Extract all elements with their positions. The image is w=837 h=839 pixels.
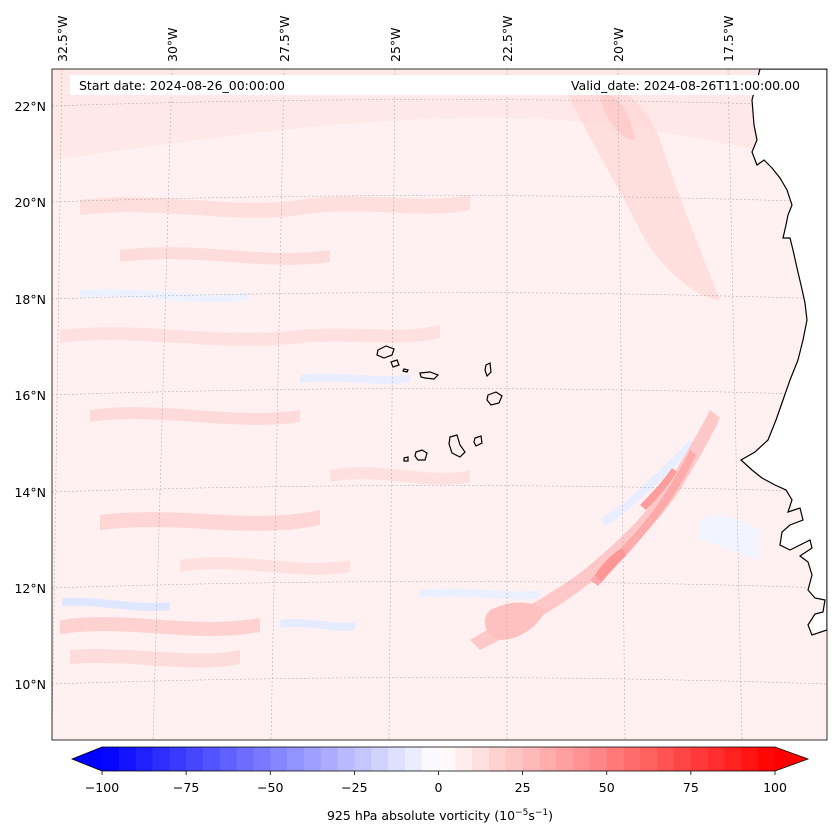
longitude-tick-labels: 32.5°W 30°W 27.5°W 25°W 22.5°W 20°W 17.5… [55, 16, 736, 62]
colorbar-segment [455, 747, 473, 771]
colorbar-segment [354, 747, 372, 771]
colorbar-segment [118, 747, 137, 771]
colorbar-segment [758, 747, 776, 771]
colorbar-segment [404, 747, 423, 771]
colorbar-segment [270, 747, 288, 771]
lon-tick-32-5w: 32.5°W [55, 16, 70, 62]
colorbar-segment [219, 747, 238, 771]
colorbar-segment [236, 747, 255, 771]
island-brava [403, 456, 409, 462]
colorbar: −100 −75 −50 −25 0 25 50 75 100 925 hPa absolute… [70, 746, 810, 823]
lat-tick-12n: 12°N [14, 581, 46, 596]
colorbar-segment [690, 747, 709, 771]
lat-tick-16n: 16°N [14, 388, 46, 403]
island-sao-vicente [390, 359, 400, 368]
colorbar-tick-label: 0 [435, 780, 443, 795]
africa-landmass [739, 69, 827, 636]
island-santiago [448, 434, 466, 458]
colorbar-segment [657, 747, 675, 771]
lat-tick-18n: 18°N [14, 292, 46, 307]
colorbar-segment [472, 747, 490, 771]
lon-tick-20w: 20°W [611, 27, 626, 62]
header-strip [70, 75, 808, 95]
colorbar-segment [640, 747, 658, 771]
colorbar-segment [102, 747, 120, 771]
lat-tick-14n: 14°N [14, 485, 46, 500]
colorbar-tick-label: −100 [85, 780, 119, 795]
colorbar-high-extension [775, 747, 808, 771]
colorbar-segment [169, 747, 187, 771]
colorbar-tick-label: −50 [257, 780, 283, 795]
lat-tick-10n: 10°N [14, 677, 46, 692]
colorbar-segment [253, 747, 271, 771]
colorbar-tick-label: 25 [515, 780, 531, 795]
colorbar-tick-label: 50 [599, 780, 615, 795]
map-panel [52, 69, 827, 740]
island-fogo [414, 449, 428, 461]
cape-verde-islands [376, 345, 503, 462]
graticule [52, 69, 827, 740]
colorbar-segment [623, 747, 641, 771]
colorbar-segment [388, 747, 406, 771]
island-santo-antao [376, 345, 395, 359]
colorbar-segment [287, 747, 305, 771]
colorbar-segment [337, 747, 355, 771]
colorbar-label: 925 hPa absolute vorticity (10−5s−1) [327, 808, 553, 823]
colorbar-segment [707, 747, 726, 771]
lat-tick-20n: 20°N [14, 195, 46, 210]
colorbar-tick-label: −25 [341, 780, 367, 795]
colorbar-low-extension [72, 747, 102, 771]
ocean-background [52, 69, 827, 740]
colorbar-ticks: −100 −75 −50 −25 0 25 50 75 100 [85, 771, 787, 795]
colorbar-segment [488, 747, 507, 771]
island-maio [473, 435, 483, 447]
island-boa-vista [486, 391, 503, 406]
colorbar-segment [539, 747, 557, 771]
colorbar-segment [724, 747, 742, 771]
lon-tick-27-5w: 27.5°W [277, 16, 292, 62]
colorbar-segment [522, 747, 541, 771]
latitude-tick-labels: 22°N 20°N 18°N 16°N 14°N 12°N 10°N [14, 99, 46, 692]
colorbar-segment [606, 747, 625, 771]
colorbar-segment [505, 747, 524, 771]
lon-tick-22-5w: 22.5°W [500, 16, 515, 62]
island-sal [484, 362, 492, 378]
colorbar-segment [371, 747, 389, 771]
colorbar-tick-label: 100 [763, 780, 787, 795]
colorbar-segment [741, 747, 759, 771]
lon-tick-30w: 30°W [165, 27, 180, 62]
colorbar-segment [556, 747, 574, 771]
colorbar-segment [320, 747, 339, 771]
colorbar-segment [152, 747, 170, 771]
lon-tick-25w: 25°W [388, 27, 403, 62]
colorbar-segment [438, 747, 456, 771]
colorbar-segment [135, 747, 154, 771]
colorbar-segment [674, 747, 692, 771]
valid-date-label: Valid_date: 2024-08-26T11:00:00.00 [571, 78, 800, 93]
colorbar-segments [72, 747, 808, 771]
start-date-label: Start date: 2024-08-26_00:00:00 [79, 78, 285, 93]
colorbar-tick-label: 75 [683, 780, 699, 795]
lon-tick-17-5w: 17.5°W [721, 16, 736, 62]
colorbar-segment [589, 747, 608, 771]
colorbar-segment [303, 747, 322, 771]
colorbar-segment [573, 747, 591, 771]
colorbar-segment [421, 747, 440, 771]
colorbar-segment [186, 747, 204, 771]
island-sao-nicolau [419, 371, 440, 380]
colorbar-segment [202, 747, 221, 771]
colorbar-tick-label: −75 [173, 780, 199, 795]
lat-tick-22n: 22°N [14, 99, 46, 114]
map-border [51, 68, 828, 741]
island-santa-luzia [402, 368, 409, 373]
